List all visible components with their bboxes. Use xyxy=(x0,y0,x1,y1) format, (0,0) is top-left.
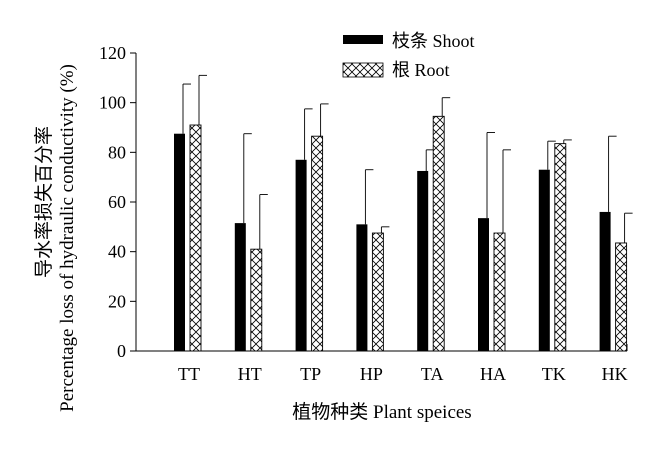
bars xyxy=(174,115,628,352)
bar-root xyxy=(371,232,384,352)
bar-shoot xyxy=(478,218,489,351)
y-axis-ticks: 0 20 40 60 80 100 120 xyxy=(99,43,136,361)
x-tick-label: HA xyxy=(480,364,506,384)
x-tick-label: TA xyxy=(421,364,444,384)
y-tick-label: 40 xyxy=(108,242,126,262)
error-bars xyxy=(182,74,633,250)
bar-shoot xyxy=(417,170,429,351)
y-axis-title-cn: 导水率损失百分率 xyxy=(33,126,55,278)
y-tick-label: 20 xyxy=(108,291,126,311)
y-axis-title-en: Percentage loss of hydraulic conductivit… xyxy=(57,64,78,412)
legend: 枝条 Shoot 根 Root xyxy=(342,31,475,80)
y-axis-title-en-group: Percentage loss of hydraulic conductivit… xyxy=(57,64,78,412)
bar-shoot xyxy=(234,223,246,351)
legend-label-shoot: 枝条 Shoot xyxy=(392,31,475,51)
bar-root xyxy=(311,135,324,352)
y-tick-label: 100 xyxy=(99,93,126,113)
bar-root xyxy=(250,248,263,352)
bar-root xyxy=(189,124,202,352)
bar-shoot xyxy=(538,169,550,351)
legend-swatch-root xyxy=(342,62,384,78)
bar-shoot xyxy=(356,224,368,351)
legend-swatch-shoot xyxy=(343,35,383,44)
bar-root xyxy=(432,115,445,352)
bar-shoot xyxy=(174,133,185,351)
y-axis-title-cn-group: 导水率损失百分率 xyxy=(33,126,55,278)
legend-label-root: 根 Root xyxy=(392,60,450,80)
x-tick-label: TT xyxy=(178,364,200,384)
y-tick-label: 120 xyxy=(99,43,126,63)
x-tick-label: HT xyxy=(238,364,262,384)
bar-shoot xyxy=(599,211,611,351)
x-tick-label: TK xyxy=(542,364,566,384)
bar-root xyxy=(615,242,628,352)
x-tick-label: HP xyxy=(360,364,383,384)
bar-root xyxy=(493,232,506,352)
y-tick-label: 60 xyxy=(108,192,126,212)
y-tick-label: 80 xyxy=(108,142,126,162)
bar-shoot xyxy=(295,159,307,351)
y-tick-label: 0 xyxy=(117,341,126,361)
x-tick-label: HK xyxy=(602,364,628,384)
x-tick-label: TP xyxy=(300,364,321,384)
bar-root xyxy=(554,143,567,352)
x-axis-title: 植物种类 Plant speices xyxy=(292,401,471,423)
x-axis-tick-labels: TT HT TP HP TA HA TK HK xyxy=(178,364,628,384)
